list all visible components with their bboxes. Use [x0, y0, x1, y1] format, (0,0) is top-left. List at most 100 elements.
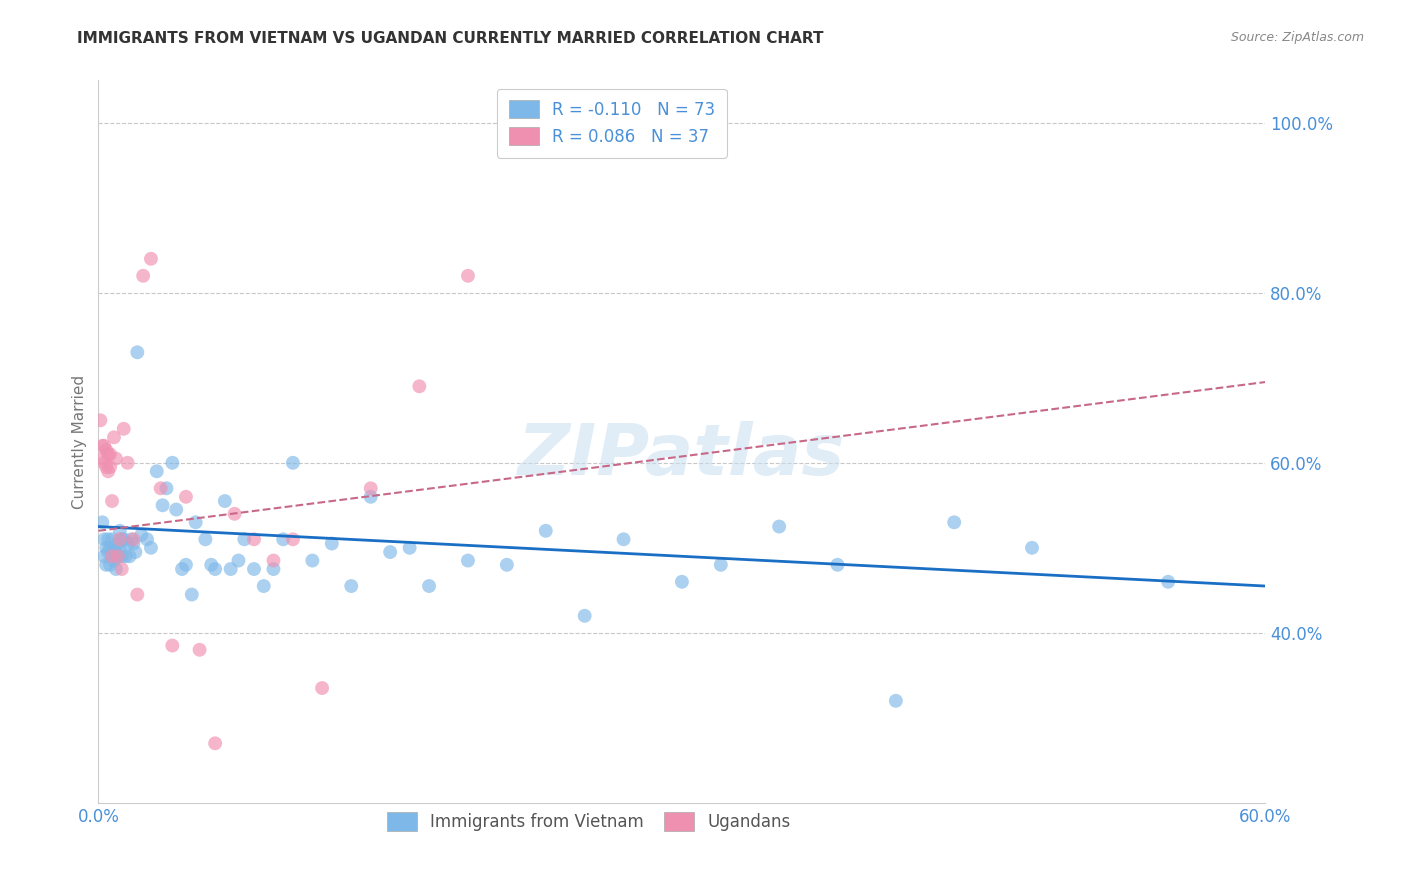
Point	[127, 345, 149, 359]
Point	[398, 541, 420, 555]
Point	[104, 545, 127, 559]
Point	[117, 456, 139, 470]
Point	[103, 430, 125, 444]
Point	[96, 460, 118, 475]
Point	[121, 533, 143, 547]
Point	[574, 608, 596, 623]
Point	[139, 252, 162, 266]
Point	[180, 588, 202, 602]
Point	[253, 579, 276, 593]
Point	[139, 541, 162, 555]
Point	[124, 545, 146, 559]
Point	[101, 549, 124, 564]
Legend: Immigrants from Vietnam, Ugandans: Immigrants from Vietnam, Ugandans	[380, 805, 797, 838]
Point	[101, 549, 124, 564]
Point	[118, 549, 141, 564]
Point	[162, 456, 184, 470]
Point	[101, 533, 124, 547]
Point	[170, 562, 193, 576]
Point	[93, 456, 115, 470]
Point	[360, 490, 382, 504]
Point	[884, 694, 907, 708]
Point	[321, 536, 343, 550]
Point	[98, 447, 121, 461]
Point	[108, 541, 131, 555]
Point	[194, 533, 217, 547]
Point	[117, 536, 139, 550]
Point	[281, 533, 304, 547]
Point	[1021, 541, 1043, 555]
Point	[457, 268, 479, 283]
Point	[91, 516, 114, 530]
Point	[262, 562, 284, 576]
Point	[1157, 574, 1180, 589]
Point	[152, 498, 174, 512]
Point	[360, 481, 382, 495]
Text: ZIPatlas: ZIPatlas	[519, 422, 845, 491]
Point	[98, 558, 121, 572]
Point	[281, 456, 304, 470]
Point	[768, 519, 790, 533]
Point	[91, 439, 114, 453]
Point	[243, 533, 266, 547]
Point	[93, 439, 115, 453]
Point	[98, 541, 121, 555]
Point	[155, 481, 177, 495]
Point	[97, 464, 120, 478]
Point	[111, 562, 134, 576]
Point	[188, 642, 211, 657]
Y-axis label: Currently Married: Currently Married	[72, 375, 87, 508]
Point	[184, 516, 207, 530]
Point	[204, 562, 226, 576]
Point	[127, 588, 149, 602]
Point	[98, 460, 121, 475]
Point	[114, 549, 136, 564]
Point	[91, 451, 114, 466]
Point	[219, 562, 242, 576]
Point	[104, 562, 127, 576]
Point	[149, 481, 172, 495]
Point	[122, 533, 145, 547]
Point	[111, 533, 134, 547]
Point	[97, 545, 120, 559]
Point	[262, 553, 284, 567]
Point	[112, 422, 135, 436]
Text: Source: ZipAtlas.com: Source: ZipAtlas.com	[1230, 31, 1364, 45]
Point	[174, 490, 197, 504]
Point	[671, 574, 693, 589]
Point	[96, 443, 118, 458]
Point	[233, 533, 256, 547]
Point	[200, 558, 222, 572]
Point	[174, 558, 197, 572]
Point	[827, 558, 849, 572]
Point	[496, 558, 519, 572]
Point	[380, 545, 402, 559]
Point	[97, 447, 120, 461]
Point	[93, 549, 115, 564]
Point	[129, 528, 152, 542]
Point	[136, 533, 159, 547]
Point	[301, 553, 323, 567]
Point	[162, 639, 184, 653]
Point	[108, 533, 131, 547]
Point	[165, 502, 187, 516]
Point	[271, 533, 294, 547]
Point	[107, 536, 129, 550]
Point	[103, 541, 125, 555]
Point	[107, 549, 129, 564]
Point	[613, 533, 636, 547]
Point	[204, 736, 226, 750]
Point	[108, 524, 131, 538]
Point	[340, 579, 363, 593]
Point	[122, 536, 145, 550]
Point	[418, 579, 440, 593]
Point	[534, 524, 557, 538]
Point	[214, 494, 236, 508]
Point	[111, 549, 134, 564]
Point	[311, 681, 333, 695]
Point	[224, 507, 246, 521]
Point	[96, 541, 118, 555]
Point	[457, 553, 479, 567]
Point	[408, 379, 430, 393]
Point	[228, 553, 250, 567]
